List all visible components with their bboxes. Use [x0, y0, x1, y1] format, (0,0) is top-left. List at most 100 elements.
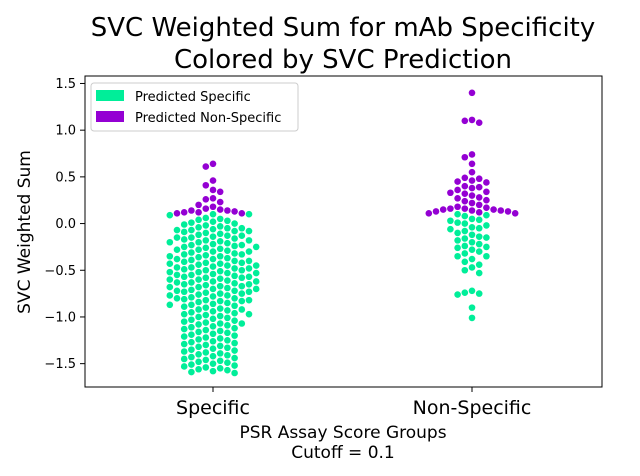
data-point: [216, 297, 224, 305]
data-point: [475, 261, 483, 268]
data-point: [224, 232, 231, 239]
data-point: [209, 345, 217, 353]
data-point: [224, 277, 231, 284]
data-point: [180, 288, 188, 296]
data-point: [202, 326, 210, 334]
data-point: [461, 220, 469, 227]
data-point: [209, 210, 217, 218]
data-point: [231, 332, 238, 339]
data-point: [209, 218, 217, 225]
legend: Predicted Specific Predicted Non-Specifi…: [90, 82, 299, 132]
data-point: [224, 269, 231, 277]
data-point: [238, 306, 246, 313]
data-point: [173, 264, 181, 271]
data-point: [245, 210, 253, 218]
data-point: [475, 269, 483, 277]
data-point: [166, 252, 174, 260]
data-point: [216, 238, 224, 245]
data-point: [231, 242, 238, 250]
data-point: [180, 318, 188, 325]
data-point: [245, 296, 253, 304]
data-point: [216, 188, 224, 196]
data-point: [173, 271, 181, 279]
data-point: [202, 274, 210, 282]
data-point: [475, 240, 483, 248]
data-point: [188, 323, 195, 331]
data-point: [468, 287, 476, 295]
data-point: [216, 230, 224, 238]
data-point: [166, 301, 174, 309]
data-point: [173, 294, 181, 302]
data-point: [202, 181, 210, 189]
data-point: [180, 280, 188, 288]
data-point: [209, 240, 217, 248]
data-point: [497, 207, 505, 214]
data-point: [202, 222, 210, 229]
y-tick-label: 1.0: [55, 124, 76, 139]
data-point: [454, 237, 461, 244]
data-point: [166, 292, 174, 299]
data-point: [224, 344, 231, 352]
data-point: [202, 311, 210, 319]
data-point: [461, 117, 469, 125]
data-point: [231, 280, 238, 287]
data-point: [252, 262, 260, 269]
data-point: [166, 211, 174, 219]
data-point: [209, 203, 217, 211]
data-point: [461, 266, 469, 274]
x-category-label: Specific: [176, 397, 250, 419]
data-point: [202, 341, 210, 349]
data-point: [454, 291, 461, 298]
data-point: [224, 359, 231, 367]
data-point: [238, 224, 246, 232]
data-point: [224, 307, 231, 314]
x-axis-label-line2: Cutoff = 0.1: [291, 443, 395, 463]
data-point: [195, 246, 202, 254]
data-point: [202, 252, 210, 259]
data-point: [202, 244, 210, 252]
data-point: [245, 248, 253, 255]
data-point: [461, 289, 469, 296]
data-point: [468, 184, 476, 192]
data-point: [461, 250, 469, 257]
data-point: [468, 151, 476, 158]
data-point: [195, 231, 202, 239]
data-point: [252, 269, 260, 277]
data-point: [238, 259, 246, 267]
data-point: [231, 250, 238, 257]
data-point: [180, 236, 188, 243]
data-point: [238, 241, 246, 249]
data-point: [461, 212, 469, 220]
data-point: [231, 317, 238, 324]
data-point: [238, 282, 246, 290]
data-point: [432, 208, 440, 215]
data-point: [231, 272, 238, 280]
data-point: [195, 336, 202, 343]
y-axis-label: SVC Weighted Sum: [15, 150, 35, 314]
data-point: [202, 163, 210, 170]
data-point: [216, 335, 224, 342]
data-point: [180, 340, 188, 348]
data-point: [202, 229, 210, 237]
data-point: [252, 243, 260, 251]
data-point: [195, 209, 202, 216]
data-point: [238, 251, 246, 258]
data-point: [216, 290, 224, 297]
data-point: [216, 275, 224, 282]
data-point: [238, 266, 246, 274]
data-point: [475, 290, 483, 297]
data-point: [180, 363, 188, 370]
data-point: [195, 224, 202, 231]
data-point: [475, 209, 483, 216]
data-point: [224, 299, 231, 307]
data-point: [188, 294, 195, 301]
data-point: [188, 368, 195, 376]
data-point: [202, 205, 210, 212]
data-point: [483, 204, 490, 211]
plot-area: [84, 75, 603, 388]
data-point: [188, 286, 195, 294]
data-point: [209, 278, 217, 285]
data-point: [209, 285, 217, 293]
data-point: [209, 225, 217, 233]
data-point: [180, 251, 188, 258]
